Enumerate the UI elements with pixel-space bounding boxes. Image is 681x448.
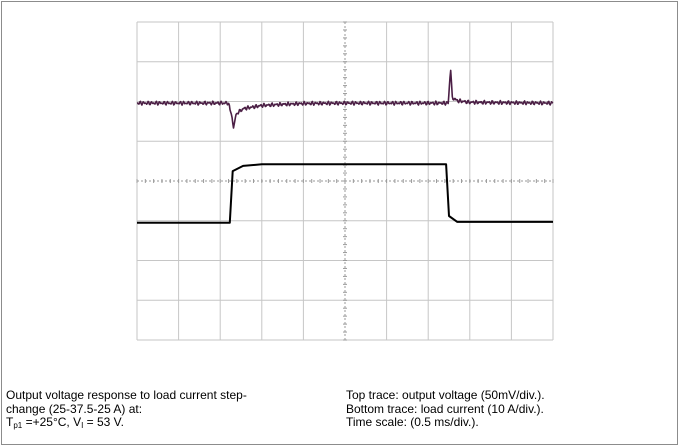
scope-traces xyxy=(136,69,554,224)
conditions-text: =+25°C, V xyxy=(22,415,82,429)
temp-subscript: p1 xyxy=(13,421,23,430)
voltage-value: = 53 V. xyxy=(83,415,124,429)
output-voltage-trace xyxy=(136,69,554,129)
caption-left-line-3: Tp1 =+25°C, VI = 53 V. xyxy=(6,415,336,430)
caption-right-line-2: Bottom trace: load current (10 A/div.). xyxy=(346,401,544,416)
caption-left: Output voltage response to load current … xyxy=(6,388,336,430)
scope-grid xyxy=(136,21,554,341)
caption-right-line-1: Top trace: output voltage (50mV/div.). xyxy=(346,388,545,402)
caption-right-line-3: Time scale: (0.5 ms/div.). xyxy=(346,415,479,429)
temp-symbol: T xyxy=(6,415,14,429)
caption-right: Top trace: output voltage (50mV/div.). B… xyxy=(346,388,676,430)
voltage-subscript: I xyxy=(81,421,84,430)
load-current-trace xyxy=(137,163,553,224)
caption-left-line-1: Output voltage response to load current … xyxy=(6,388,247,402)
caption-left-line-2: change (25-37.5-25 A) at: xyxy=(6,401,143,416)
